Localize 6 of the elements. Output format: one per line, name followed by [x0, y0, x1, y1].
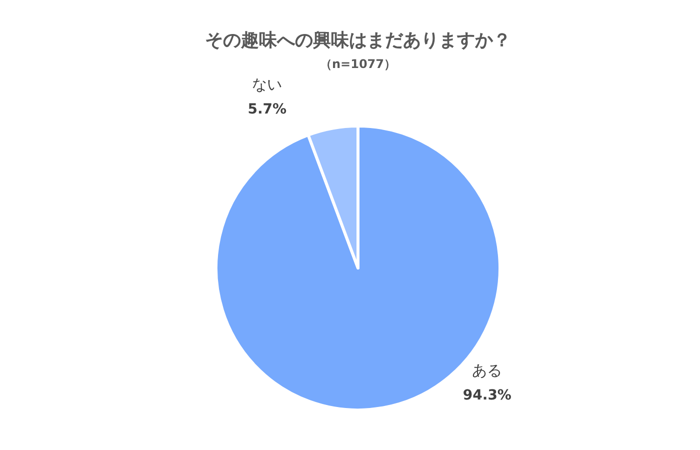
data-label: 94.3% — [462, 387, 512, 404]
slice-label: ある — [472, 361, 502, 380]
data-label: 5.7% — [248, 102, 287, 118]
slice-label: ない — [252, 76, 282, 94]
chart-subtitle: （n=1077） — [320, 57, 396, 71]
chart-title: その趣味への興味はまだありますか？ — [205, 30, 511, 51]
